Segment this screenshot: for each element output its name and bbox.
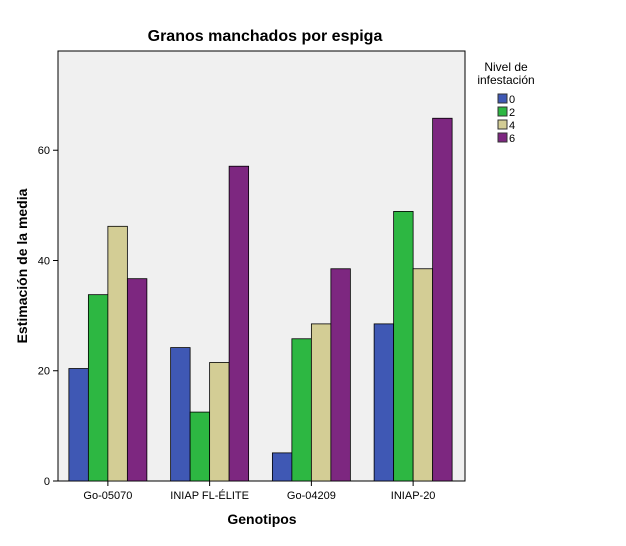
bar-Go-05070-0 — [68, 368, 89, 482]
legend-swatch-6 — [497, 132, 508, 143]
x-tick-label: INIAP FL-ÉLITE — [170, 489, 249, 502]
bar-Go-05070-6 — [126, 278, 148, 482]
bar-INIAP-20-2 — [393, 211, 414, 482]
bar-INIAP-20-4 — [412, 268, 434, 482]
x-tick-label: Go-05070 — [83, 490, 132, 502]
legend-swatch-0 — [497, 93, 508, 104]
legend-label-0: 0 — [509, 94, 515, 106]
x-axis-label: Genotipos — [227, 511, 296, 527]
bar-INIAP FL-ÉLITE-6 — [228, 165, 250, 482]
bar-INIAP-20-6 — [432, 117, 453, 482]
chart-title: Granos manchados por espiga — [148, 28, 383, 45]
y-tick-label: 40 — [38, 255, 50, 267]
legend-label-4: 4 — [509, 120, 515, 132]
y-tick-label: 0 — [44, 476, 50, 488]
bar-Go-05070-4 — [107, 225, 128, 482]
y-axis-label: Estimación de la media — [14, 188, 30, 343]
bar-INIAP FL-ÉLITE-4 — [209, 362, 230, 482]
bar-Go-04209-4 — [310, 323, 332, 482]
bar-Go-05070-2 — [87, 294, 109, 482]
legend-label-6: 6 — [509, 133, 515, 145]
legend-swatch-2 — [497, 106, 508, 117]
legend-title-line-2: infestación — [477, 73, 534, 87]
legend-title-line-1: Nivel de — [484, 60, 528, 74]
y-tick-label: 60 — [38, 145, 50, 157]
legend-swatch-4 — [497, 119, 508, 130]
legend-label-2: 2 — [509, 107, 515, 119]
bar-Go-04209-2 — [291, 338, 312, 482]
bar-INIAP FL-ÉLITE-0 — [170, 347, 191, 482]
bar-INIAP FL-ÉLITE-2 — [189, 411, 211, 482]
x-tick-label: INIAP-20 — [391, 490, 436, 502]
bar-Go-04209-0 — [271, 452, 293, 482]
bar-Go-04209-6 — [330, 268, 351, 482]
bar-INIAP-20-0 — [373, 323, 395, 482]
y-tick-label: 20 — [38, 366, 50, 378]
x-tick-label: Go-04209 — [287, 490, 336, 502]
